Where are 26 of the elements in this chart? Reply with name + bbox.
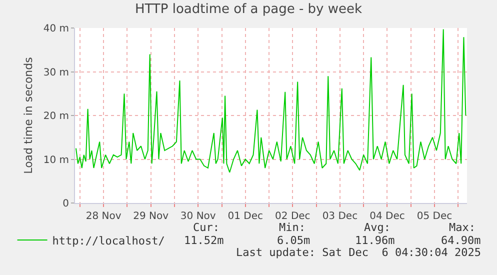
text: Max: [449, 221, 476, 234]
text: 64.90m [441, 234, 482, 247]
y-tick-label: 20 m [43, 111, 69, 122]
y-axis-title: Load time in seconds [22, 56, 35, 174]
x-tick-label: 04 Dec [370, 211, 405, 222]
x-tick-label: 03 Dec [322, 211, 358, 222]
x-tick-label: 05 Dec [416, 211, 452, 222]
y-tick-label: 0 [62, 198, 69, 210]
text: Avg: [364, 221, 390, 234]
legend-label: http://localhost/ [52, 234, 165, 248]
x-tick-label: 02 Dec [275, 211, 310, 222]
y-tick-label: 30 m [43, 67, 69, 78]
x-tick-label: 30 Nov [180, 211, 216, 222]
line-series [75, 28, 466, 173]
x-tick-label: 29 Nov [133, 211, 169, 222]
x-tick-label: 28 Nov [86, 211, 122, 222]
text: Last update: Sat Dec 6 04:30:04 2025 [236, 246, 482, 259]
text: 11.52m [184, 234, 224, 247]
y-tick-label: 40 m [43, 24, 69, 34]
text: 6.05m [277, 234, 310, 247]
y-tick-label: 10 m [43, 154, 69, 166]
text: Cur: [193, 221, 220, 234]
text: 11.96m [355, 234, 396, 247]
chart-title: HTTP loadtime of a page - by week [134, 2, 363, 18]
x-tick-label: 01 Dec [228, 211, 264, 222]
text: Min: [279, 221, 306, 234]
